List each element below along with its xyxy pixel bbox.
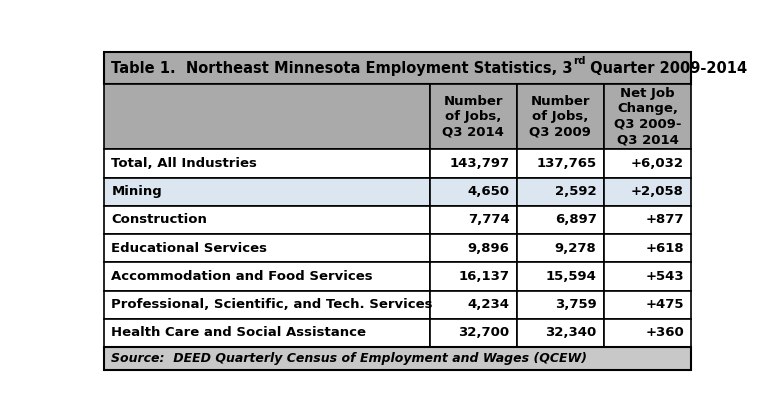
Bar	[104, 290, 430, 319]
Bar	[604, 290, 691, 319]
Text: Accommodation and Food Services: Accommodation and Food Services	[112, 270, 373, 283]
Bar	[430, 84, 517, 149]
Text: +475: +475	[646, 298, 684, 311]
Text: 15,594: 15,594	[546, 270, 597, 283]
Text: 137,765: 137,765	[536, 157, 597, 170]
Bar	[604, 178, 691, 206]
Text: +6,032: +6,032	[631, 157, 684, 170]
Bar	[517, 262, 604, 290]
Bar	[104, 84, 430, 149]
Bar	[430, 262, 517, 290]
Bar	[517, 149, 604, 178]
Text: +618: +618	[646, 242, 684, 255]
Text: Professional, Scientific, and Tech. Services: Professional, Scientific, and Tech. Serv…	[112, 298, 433, 311]
Bar	[104, 206, 430, 234]
Bar	[104, 149, 430, 178]
Text: 32,340: 32,340	[546, 326, 597, 339]
Bar	[517, 234, 604, 262]
Bar	[104, 262, 430, 290]
Bar	[604, 149, 691, 178]
Text: rd: rd	[573, 56, 585, 66]
Text: Total, All Industries: Total, All Industries	[112, 157, 258, 170]
Text: Net Job
Change,
Q3 2009-
Q3 2014: Net Job Change, Q3 2009- Q3 2014	[614, 87, 681, 147]
Bar	[604, 234, 691, 262]
Bar	[430, 234, 517, 262]
Text: 9,896: 9,896	[468, 242, 510, 255]
Text: Number
of Jobs,
Q3 2014: Number of Jobs, Q3 2014	[442, 95, 504, 139]
Bar	[604, 319, 691, 347]
Text: Health Care and Social Assistance: Health Care and Social Assistance	[112, 326, 366, 339]
Bar	[430, 178, 517, 206]
Text: 4,650: 4,650	[468, 185, 510, 198]
Bar	[604, 84, 691, 149]
Text: Educational Services: Educational Services	[112, 242, 268, 255]
Text: +360: +360	[645, 326, 684, 339]
Text: +2,058: +2,058	[631, 185, 684, 198]
Text: Number
of Jobs,
Q3 2009: Number of Jobs, Q3 2009	[529, 95, 591, 139]
Bar	[517, 206, 604, 234]
Bar	[430, 206, 517, 234]
Bar	[517, 84, 604, 149]
Text: 7,774: 7,774	[468, 213, 510, 227]
Text: 16,137: 16,137	[459, 270, 510, 283]
Bar	[104, 178, 430, 206]
Text: +877: +877	[646, 213, 684, 227]
Bar	[104, 52, 691, 84]
Text: +543: +543	[646, 270, 684, 283]
Bar	[430, 319, 517, 347]
Bar	[517, 178, 604, 206]
Text: Construction: Construction	[112, 213, 207, 227]
Text: 143,797: 143,797	[449, 157, 510, 170]
Text: 9,278: 9,278	[555, 242, 597, 255]
Text: Source:  DEED Quarterly Census of Employment and Wages (QCEW): Source: DEED Quarterly Census of Employm…	[112, 352, 587, 365]
Bar	[104, 234, 430, 262]
Bar	[604, 262, 691, 290]
Bar	[104, 347, 691, 370]
Text: Quarter 2009-2014: Quarter 2009-2014	[585, 61, 747, 76]
Bar	[604, 206, 691, 234]
Text: 2,592: 2,592	[555, 185, 597, 198]
Bar	[430, 149, 517, 178]
Bar	[104, 319, 430, 347]
Bar	[430, 290, 517, 319]
Bar	[517, 290, 604, 319]
Bar	[517, 319, 604, 347]
Text: Table 1.  Northeast Minnesota Employment Statistics, 3: Table 1. Northeast Minnesota Employment …	[112, 61, 573, 76]
Text: 3,759: 3,759	[555, 298, 597, 311]
Text: Mining: Mining	[112, 185, 162, 198]
Text: 6,897: 6,897	[555, 213, 597, 227]
Text: 32,700: 32,700	[459, 326, 510, 339]
Text: 4,234: 4,234	[468, 298, 510, 311]
